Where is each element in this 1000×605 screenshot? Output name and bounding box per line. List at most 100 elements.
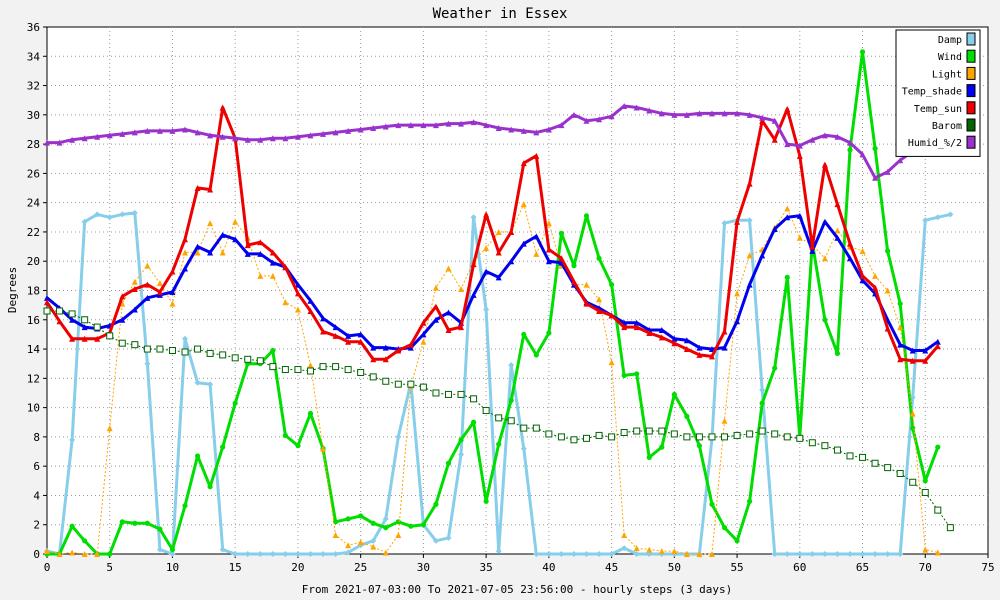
data-point-humid-2: [307, 132, 314, 139]
data-point-barom: [833, 446, 841, 454]
data-point-humid-2: [470, 119, 477, 126]
data-point-light: [458, 286, 465, 293]
data-point-wind: [420, 522, 426, 528]
data-point-barom: [557, 433, 565, 441]
data-point-wind: [922, 478, 928, 484]
data-point-temp-shade: [533, 233, 540, 240]
data-point-damp: [520, 445, 527, 452]
data-point-light: [94, 551, 101, 557]
data-point-temp-shade: [357, 331, 364, 338]
legend-swatch-wind: [966, 49, 976, 63]
data-point-humid-2: [169, 127, 176, 134]
data-point-humid-2: [658, 110, 665, 117]
data-point-damp: [884, 551, 891, 557]
data-point-light: [545, 220, 552, 227]
data-point-barom: [871, 459, 879, 467]
data-point-temp-sun: [934, 343, 941, 350]
data-point-wind: [445, 460, 452, 466]
data-point-damp: [897, 551, 904, 557]
data-point-temp-sun: [897, 356, 904, 363]
data-point-wind: [270, 347, 276, 354]
data-point-temp-shade: [432, 316, 439, 323]
data-point-barom: [244, 355, 252, 363]
data-point-wind: [458, 437, 464, 443]
x-tick-label: 10: [166, 561, 179, 574]
data-point-light: [207, 220, 214, 227]
data-point-temp-sun: [846, 240, 853, 247]
data-point-light: [821, 255, 828, 262]
y-tick-label: 36: [27, 21, 40, 34]
data-point-temp-shade: [269, 259, 276, 266]
data-point-barom: [884, 464, 892, 472]
data-point-temp-shade: [483, 268, 490, 275]
data-point-humid-2: [759, 114, 766, 121]
data-point-damp: [332, 551, 339, 557]
y-tick-label: 4: [33, 489, 40, 502]
data-point-barom: [194, 345, 202, 353]
data-point-light: [332, 531, 339, 538]
data-point-temp-shade: [232, 236, 239, 243]
data-point-barom: [645, 427, 653, 435]
data-point-humid-2: [583, 117, 590, 124]
data-point-damp: [169, 551, 176, 557]
data-point-light: [633, 545, 640, 552]
data-point-light: [784, 205, 791, 212]
data-point-light: [621, 531, 628, 538]
x-tick-label: 65: [856, 561, 869, 574]
data-point-light: [219, 249, 226, 256]
data-point-light: [708, 551, 715, 557]
data-point-temp-sun: [81, 335, 88, 342]
data-point-barom: [394, 380, 402, 388]
data-point-damp: [934, 214, 941, 221]
data-point-wind: [596, 255, 602, 261]
data-point-damp: [244, 551, 251, 557]
data-point-humid-2: [357, 126, 364, 133]
series-line-humid-2: [47, 104, 914, 180]
y-tick-label: 20: [27, 255, 40, 268]
data-point-humid-2: [269, 135, 276, 142]
data-point-wind: [621, 372, 627, 379]
data-point-damp: [307, 551, 314, 557]
data-point-light: [144, 262, 151, 269]
data-point-damp: [144, 360, 151, 367]
data-point-temp-sun: [294, 290, 301, 297]
x-tick-label: 55: [730, 561, 743, 574]
data-point-barom: [695, 433, 703, 441]
y-tick-label: 6: [33, 460, 40, 473]
y-tick-label: 22: [27, 226, 40, 239]
data-point-humid-2: [683, 111, 690, 118]
data-point-temp-shade: [633, 319, 640, 326]
data-point-wind: [546, 330, 552, 336]
data-point-wind: [696, 443, 703, 449]
data-point-humid-2: [395, 122, 402, 129]
series-layer: [43, 49, 954, 557]
data-point-barom: [269, 363, 277, 371]
data-point-temp-shade: [470, 291, 477, 298]
data-point-temp-sun: [282, 264, 289, 271]
legend-label-light: Light: [932, 69, 962, 80]
data-point-wind: [571, 263, 577, 269]
data-point-temp-sun: [721, 328, 728, 335]
data-point-temp-shade: [382, 344, 389, 351]
data-point-barom: [821, 442, 829, 450]
data-point-temp-shade: [445, 309, 452, 316]
data-point-wind: [207, 484, 213, 490]
data-point-humid-2: [458, 120, 465, 127]
data-point-light: [182, 249, 189, 256]
data-point-wind: [508, 397, 514, 403]
y-tick-label: 28: [27, 138, 40, 151]
series-line-wind: [47, 50, 940, 556]
data-point-light: [282, 299, 289, 306]
data-point-wind: [533, 352, 539, 358]
data-point-temp-shade: [508, 258, 515, 265]
data-point-light: [859, 247, 866, 254]
data-point-temp-sun: [44, 299, 50, 306]
data-point-barom: [796, 434, 804, 442]
data-point-barom: [583, 434, 591, 442]
x-tick-label: 20: [291, 561, 304, 574]
data-point-humid-2: [407, 122, 414, 129]
data-point-humid-2: [345, 127, 352, 134]
data-point-light: [69, 549, 76, 556]
data-point-temp-sun: [483, 211, 490, 218]
data-point-wind: [885, 248, 891, 254]
